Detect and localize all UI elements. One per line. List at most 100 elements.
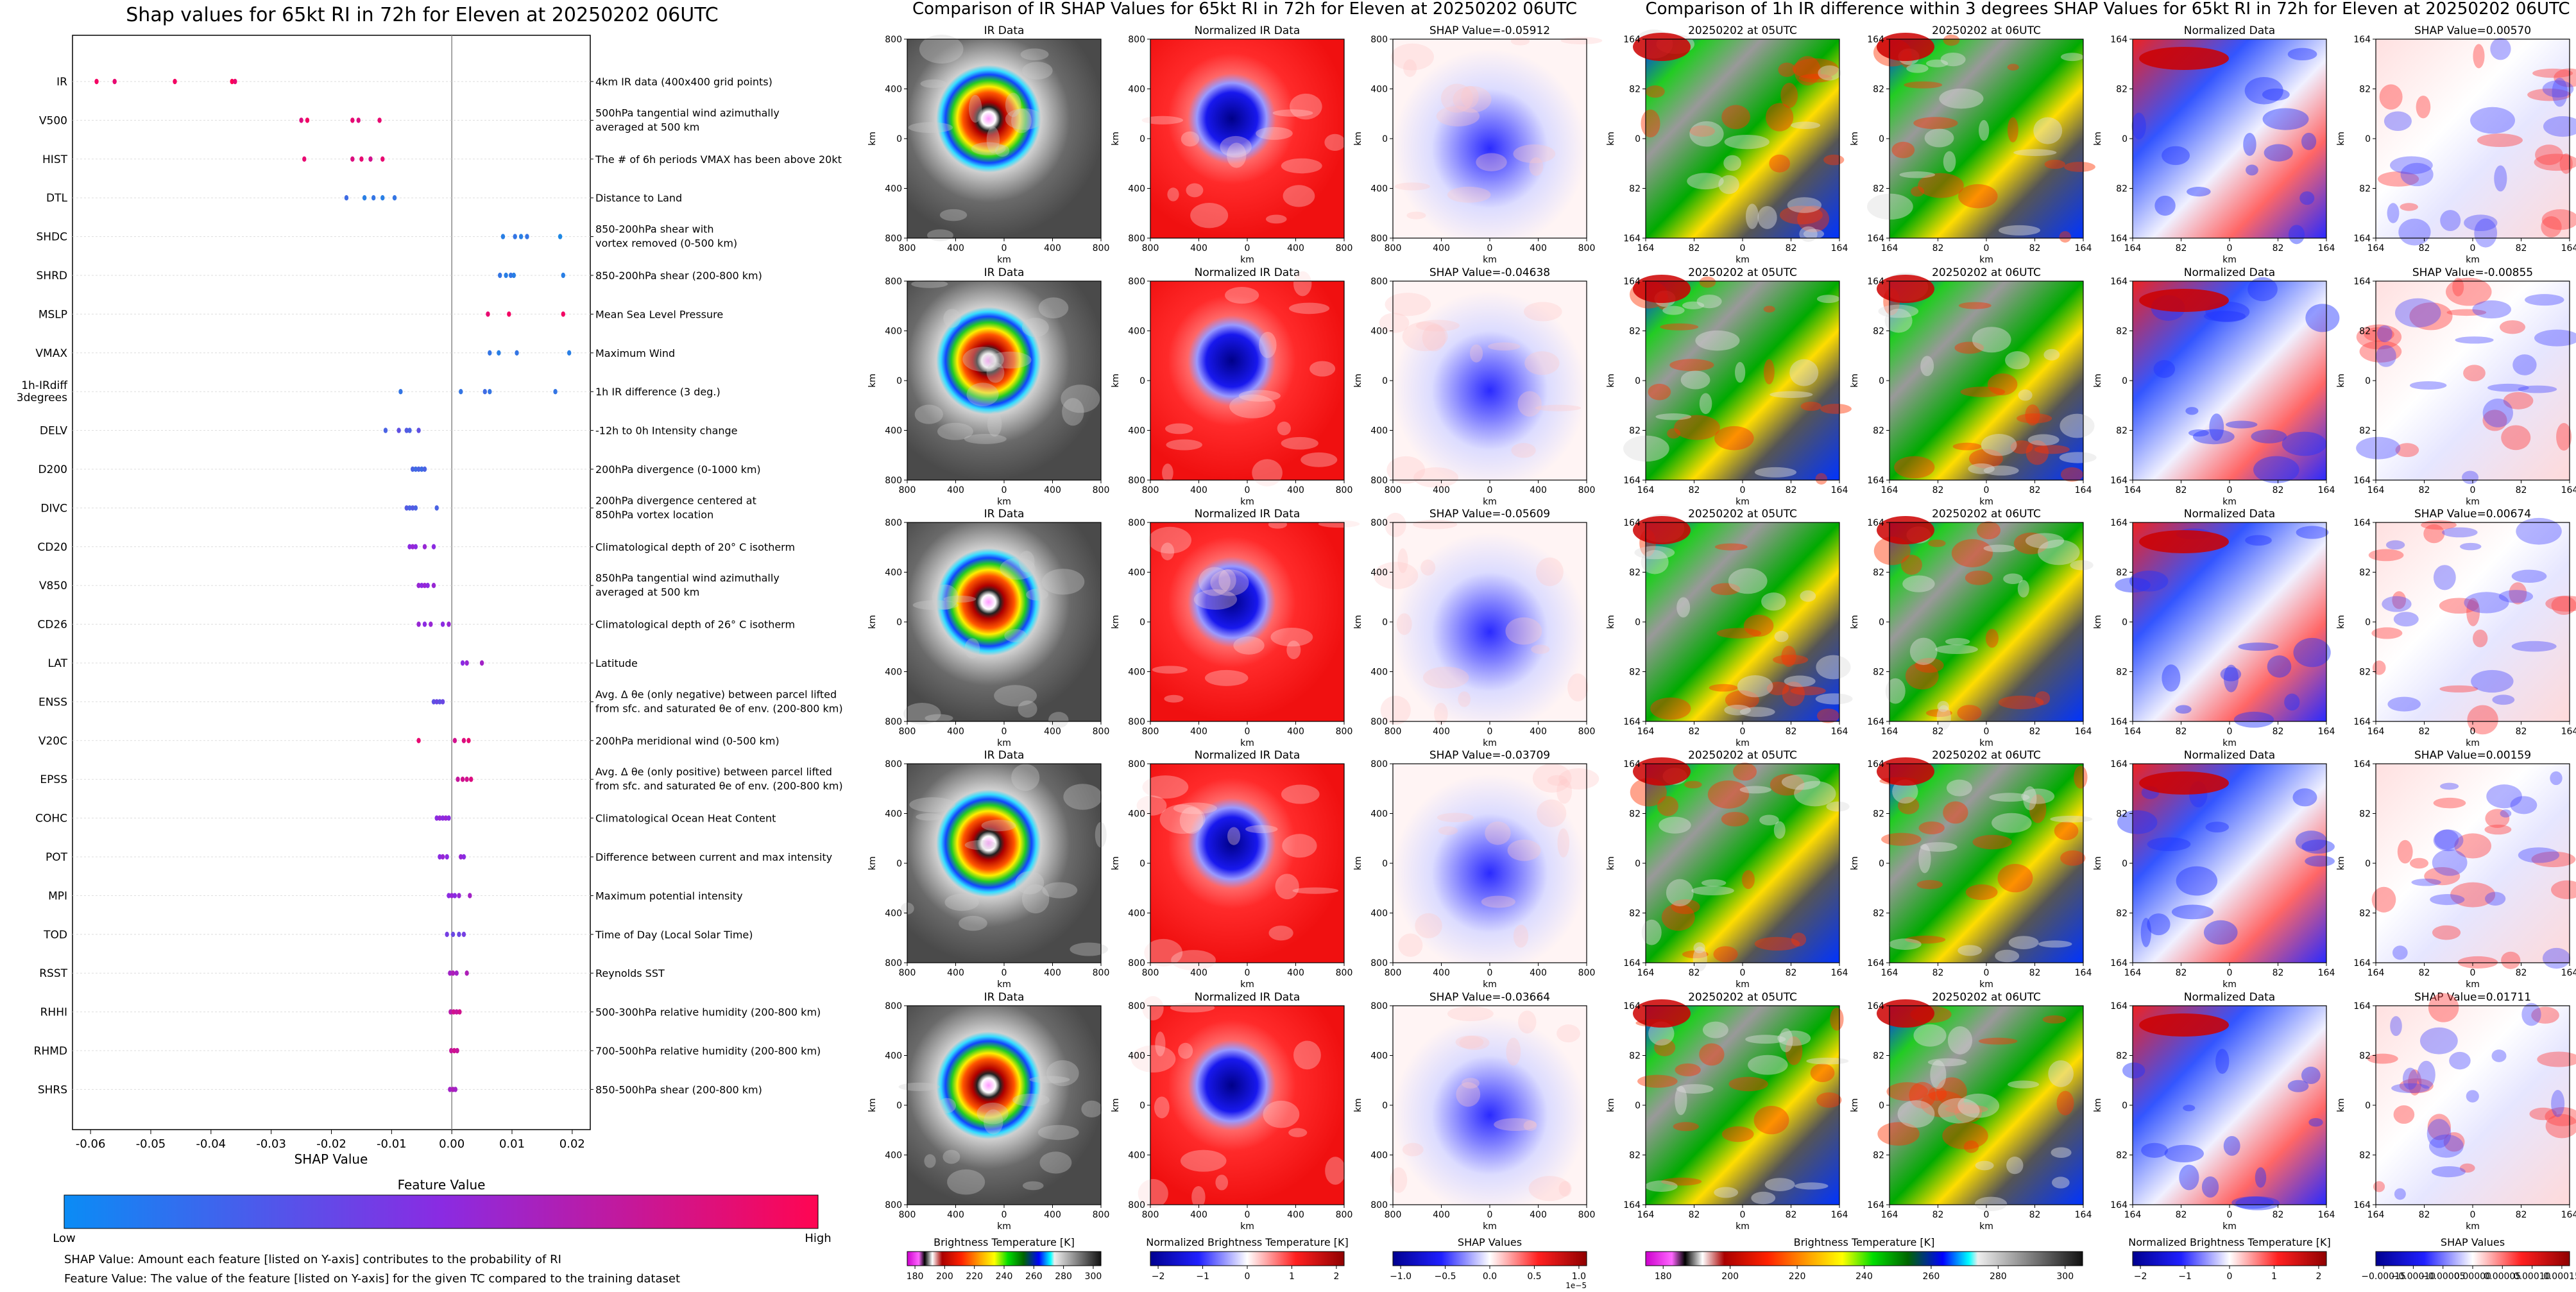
texture-blob bbox=[1916, 880, 1943, 890]
texture-blob bbox=[2245, 535, 2272, 546]
texture-blob bbox=[1723, 155, 1741, 171]
y-tick-label: 0 bbox=[1635, 617, 1641, 628]
texture-blob bbox=[1924, 128, 1954, 148]
texture-blob bbox=[1918, 173, 1964, 198]
texture-blob bbox=[916, 813, 942, 821]
texture-blob bbox=[1190, 203, 1229, 228]
y-tick-label: 82 bbox=[2359, 909, 2371, 919]
texture-blob bbox=[1766, 682, 1789, 696]
colorbar-tick-label: 0 bbox=[2227, 1271, 2233, 1282]
y-tick-label: 400 bbox=[1128, 85, 1145, 95]
panel-title: Normalized Data bbox=[2184, 991, 2275, 1004]
texture-blob bbox=[1940, 52, 1966, 67]
texture-blob bbox=[986, 126, 1000, 153]
y-tick-label: 800 bbox=[1128, 1001, 1145, 1012]
texture-blob bbox=[1560, 37, 1603, 45]
texture-blob bbox=[1781, 646, 1796, 668]
texture-blob bbox=[1773, 655, 1809, 665]
texture-blob bbox=[1765, 103, 1794, 132]
shap-point bbox=[112, 78, 117, 85]
x-tick-label: 82 bbox=[2516, 485, 2527, 495]
panel-title: 20250202 at 06UTC bbox=[1932, 508, 2041, 521]
texture-blob bbox=[2023, 786, 2037, 811]
texture-blob bbox=[2059, 452, 2097, 463]
texture-blob bbox=[1900, 555, 1922, 575]
x-tick-label: 164 bbox=[1881, 243, 1898, 254]
texture-blob bbox=[2244, 76, 2283, 105]
texture-blob bbox=[1680, 370, 1710, 390]
x-tick-label: 82 bbox=[2273, 727, 2284, 737]
texture-blob bbox=[1227, 142, 1247, 168]
texture-blob bbox=[2017, 413, 2052, 424]
colorbar-tick-label: 200 bbox=[936, 1271, 953, 1282]
texture-blob bbox=[1935, 644, 1978, 655]
texture-blob bbox=[1210, 569, 1249, 596]
x-tick-label: 164 bbox=[1831, 243, 1848, 254]
texture-blob bbox=[1513, 924, 1529, 948]
texture-blob bbox=[986, 362, 1005, 383]
texture-blob bbox=[2463, 365, 2486, 382]
texture-blob bbox=[2371, 627, 2403, 639]
texture-blob bbox=[1046, 1060, 1079, 1087]
shap-point bbox=[440, 699, 445, 705]
y-tick-label: 400 bbox=[885, 426, 902, 436]
texture-blob bbox=[2253, 456, 2299, 483]
texture-blob bbox=[2409, 857, 2429, 869]
panel-title: SHAP Value=0.00674 bbox=[2414, 508, 2531, 521]
texture-blob bbox=[2117, 810, 2158, 834]
colorbar-tick-label: 2 bbox=[1333, 1271, 1339, 1282]
x-tick-label: 164 bbox=[2124, 485, 2142, 495]
texture-blob bbox=[1268, 926, 1293, 941]
x-tick-label: 82 bbox=[1689, 727, 1700, 737]
y-tick-label: 800 bbox=[1370, 277, 1388, 287]
x-axis-label: km bbox=[1483, 255, 1497, 265]
ir-panel-r4-c2: Normalized IR Data8008004004000040040080… bbox=[1111, 749, 1352, 990]
colorbar-tick-label: 180 bbox=[907, 1271, 924, 1282]
texture-blob bbox=[1701, 879, 1727, 887]
diff-shap-colorbar: SHAP Values−0.00015−0.00010−0.000050.000… bbox=[2361, 1236, 2576, 1282]
texture-blob bbox=[1379, 313, 1410, 333]
texture-blob bbox=[1641, 549, 1669, 574]
y-tick-label: 82 bbox=[1873, 85, 1884, 95]
x-tick-label: 164 bbox=[2367, 968, 2385, 978]
texture-blob bbox=[981, 820, 1016, 832]
feature-name: EPSS bbox=[40, 773, 67, 786]
texture-blob bbox=[1198, 567, 1231, 596]
y-tick-label: 82 bbox=[1873, 668, 1884, 678]
x-axis-label: km bbox=[1736, 1221, 1750, 1232]
x-tick-label: -0.05 bbox=[136, 1137, 166, 1151]
x-tick-label: 82 bbox=[2029, 1210, 2041, 1220]
x-tick-label: 800 bbox=[1336, 727, 1353, 737]
x-tick-label: 164 bbox=[2075, 727, 2092, 737]
feature-description: 500hPa tangential wind azimuthally bbox=[595, 107, 780, 119]
texture-blob bbox=[2392, 591, 2407, 609]
x-tick-label: 0 bbox=[1984, 485, 1990, 495]
irdiff-panel-r3-c2: 20250202 at 06UTC1641648282008282164164k… bbox=[1850, 508, 2094, 748]
texture-blob bbox=[1245, 825, 1278, 834]
texture-blob bbox=[2122, 1062, 2145, 1079]
feature-name: 1h-IRdiff bbox=[21, 379, 68, 392]
panel-title: SHAP Value=-0.03709 bbox=[1429, 749, 1550, 762]
feature-row-v850: V850 850hPa tangential wind azimuthally av… bbox=[39, 572, 780, 598]
texture-blob bbox=[1927, 1058, 1967, 1067]
x-tick-label: 0.01 bbox=[499, 1137, 525, 1151]
colorbar-tick-label: 220 bbox=[966, 1271, 983, 1282]
shap-point bbox=[233, 78, 237, 85]
shap-point bbox=[383, 427, 388, 433]
panel-image bbox=[907, 281, 1101, 480]
shap-point bbox=[416, 466, 421, 472]
colorbar-tick-label: 1 bbox=[2271, 1271, 2277, 1282]
texture-blob bbox=[2429, 1134, 2464, 1158]
texture-blob bbox=[2074, 765, 2088, 789]
texture-blob bbox=[2494, 165, 2507, 192]
ir-panel-r4-c3: SHAP Value=-0.03709800800400400004004008… bbox=[1353, 749, 1599, 990]
texture-blob bbox=[2367, 1053, 2398, 1064]
texture-blob bbox=[2139, 47, 2229, 70]
shap-point bbox=[515, 350, 519, 356]
y-tick-label: 82 bbox=[1629, 85, 1641, 95]
x-tick-label: 82 bbox=[1932, 727, 1944, 737]
texture-blob bbox=[1815, 473, 1827, 485]
y-tick-label: 82 bbox=[1629, 568, 1641, 578]
texture-blob bbox=[1774, 630, 1789, 642]
texture-blob bbox=[1275, 874, 1299, 900]
